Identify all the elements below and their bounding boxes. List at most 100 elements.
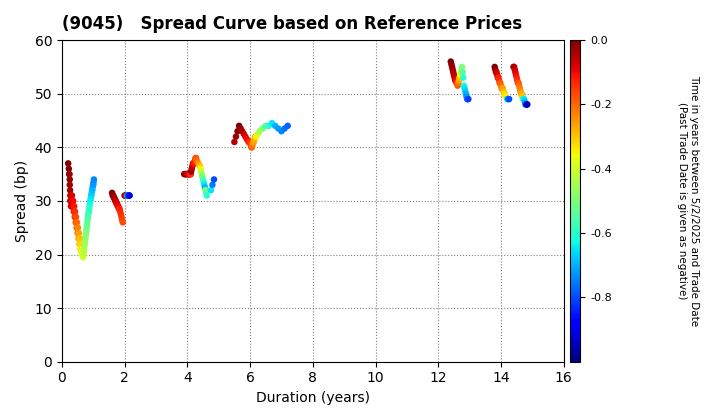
Point bbox=[109, 197, 121, 204]
Point bbox=[70, 214, 81, 220]
Point bbox=[450, 77, 462, 84]
Point bbox=[518, 96, 529, 102]
Point bbox=[245, 141, 256, 148]
Point bbox=[492, 74, 504, 81]
Point bbox=[189, 158, 201, 164]
Point bbox=[195, 168, 207, 175]
Point bbox=[66, 192, 77, 199]
Point bbox=[86, 189, 97, 196]
Point bbox=[500, 93, 511, 100]
Point bbox=[489, 63, 500, 70]
Point bbox=[208, 176, 220, 183]
Point bbox=[235, 125, 246, 132]
X-axis label: Duration (years): Duration (years) bbox=[256, 391, 370, 405]
Point bbox=[183, 171, 194, 178]
Point bbox=[84, 200, 96, 207]
Point bbox=[491, 69, 503, 76]
Point bbox=[68, 208, 80, 215]
Point bbox=[82, 214, 94, 220]
Point bbox=[185, 171, 197, 178]
Point bbox=[492, 71, 503, 78]
Point bbox=[63, 160, 74, 167]
Point bbox=[76, 251, 88, 258]
Point bbox=[123, 192, 135, 199]
Point bbox=[86, 192, 97, 199]
Point bbox=[66, 197, 77, 204]
Point bbox=[455, 69, 467, 76]
Point bbox=[115, 211, 127, 218]
Point bbox=[509, 66, 521, 73]
Point bbox=[252, 131, 264, 137]
Point bbox=[451, 80, 463, 87]
Point bbox=[71, 219, 82, 226]
Point bbox=[185, 171, 197, 178]
Point bbox=[248, 139, 260, 145]
Point bbox=[190, 155, 202, 161]
Point bbox=[447, 66, 459, 73]
Point bbox=[520, 101, 531, 108]
Point bbox=[80, 235, 91, 242]
Point bbox=[260, 123, 271, 129]
Point bbox=[107, 189, 118, 196]
Point bbox=[116, 214, 127, 220]
Point bbox=[449, 77, 461, 84]
Point bbox=[196, 171, 207, 178]
Point bbox=[199, 184, 211, 191]
Point bbox=[66, 192, 78, 199]
Point bbox=[78, 243, 90, 250]
Point bbox=[518, 96, 530, 102]
Point bbox=[68, 203, 80, 210]
Point bbox=[180, 171, 192, 178]
Point bbox=[86, 187, 98, 194]
Point bbox=[78, 249, 89, 255]
Point bbox=[490, 66, 501, 73]
Point bbox=[232, 128, 243, 134]
Point bbox=[69, 208, 81, 215]
Point bbox=[459, 88, 471, 94]
Point bbox=[198, 179, 210, 186]
Point bbox=[448, 71, 459, 78]
Point bbox=[253, 128, 265, 134]
Point bbox=[238, 131, 250, 137]
Point bbox=[81, 222, 93, 228]
Point bbox=[82, 216, 94, 223]
Point bbox=[111, 200, 122, 207]
Point bbox=[120, 192, 131, 199]
Point bbox=[445, 58, 456, 65]
Point bbox=[63, 171, 75, 178]
Point bbox=[240, 133, 251, 140]
Point bbox=[120, 192, 132, 199]
Point bbox=[112, 200, 123, 207]
Point bbox=[516, 93, 528, 100]
Point bbox=[182, 171, 194, 178]
Point bbox=[247, 141, 258, 148]
Point bbox=[179, 171, 191, 178]
Point bbox=[71, 224, 83, 231]
Point bbox=[205, 187, 217, 194]
Point bbox=[446, 63, 458, 70]
Point bbox=[456, 66, 467, 73]
Point bbox=[189, 160, 200, 167]
Point bbox=[78, 246, 90, 252]
Point bbox=[521, 101, 533, 108]
Point bbox=[67, 203, 78, 210]
Point bbox=[452, 82, 464, 89]
Point bbox=[76, 246, 87, 252]
Point bbox=[248, 139, 259, 145]
Point bbox=[79, 238, 91, 244]
Point bbox=[448, 69, 459, 76]
Point bbox=[68, 197, 79, 204]
Point bbox=[69, 214, 81, 220]
Point bbox=[76, 249, 87, 255]
Point bbox=[109, 195, 120, 202]
Point bbox=[88, 181, 99, 188]
Point bbox=[85, 197, 96, 204]
Point bbox=[112, 203, 124, 210]
Point bbox=[74, 235, 86, 242]
Point bbox=[81, 224, 92, 231]
Point bbox=[113, 206, 125, 213]
Point bbox=[492, 74, 503, 81]
Point bbox=[460, 90, 472, 97]
Point bbox=[508, 63, 520, 70]
Point bbox=[64, 181, 76, 188]
